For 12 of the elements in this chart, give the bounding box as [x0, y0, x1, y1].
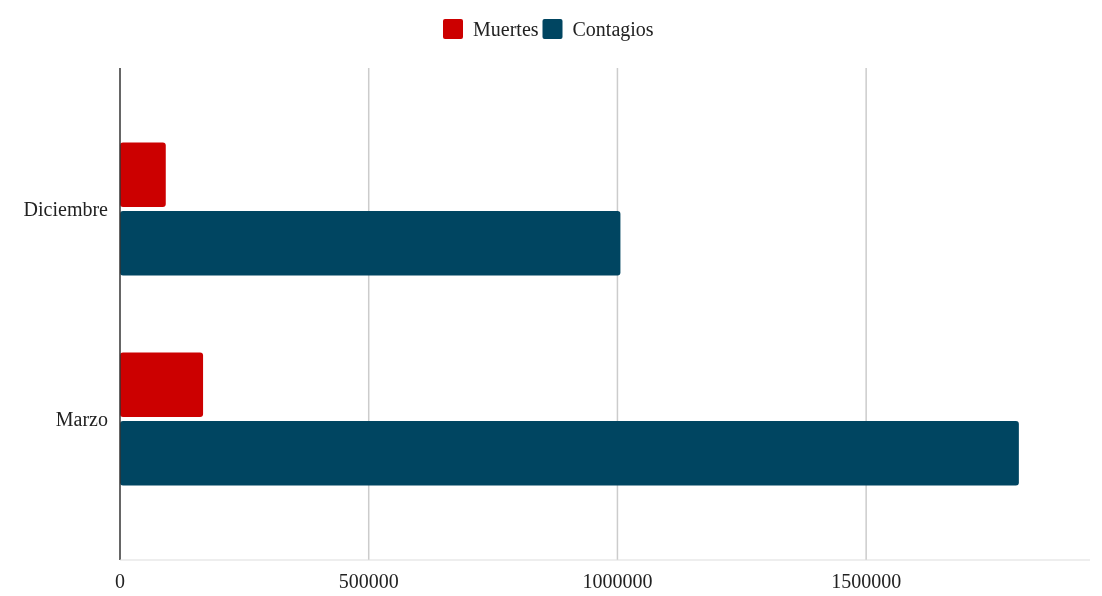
legend-label: Contagios — [572, 18, 654, 41]
x-tick-label: 500000 — [338, 570, 399, 592]
y-tick-label: Diciembre — [23, 198, 109, 221]
bar — [120, 211, 621, 276]
legend-label: Muertes — [473, 18, 539, 40]
x-tick-label: 1500000 — [831, 570, 902, 592]
x-tick-label: 1000000 — [582, 570, 653, 592]
bar — [120, 352, 204, 417]
bar — [120, 421, 1019, 486]
y-tick-label: Marzo — [55, 407, 108, 430]
bar — [120, 142, 166, 207]
x-tick-label: 0 — [115, 570, 125, 592]
